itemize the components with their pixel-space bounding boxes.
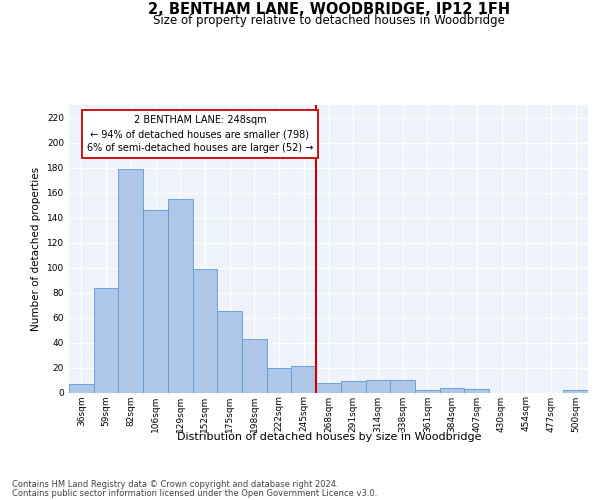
Text: Contains HM Land Registry data © Crown copyright and database right 2024.: Contains HM Land Registry data © Crown c… [12,480,338,489]
Bar [365,380,390,392]
Bar [217,311,242,392]
Bar [168,198,193,392]
Bar [94,288,118,393]
Bar [193,269,217,392]
Bar [464,389,489,392]
Bar [242,339,267,392]
Bar [563,390,588,392]
Text: Contains public sector information licensed under the Open Government Licence v3: Contains public sector information licen… [12,488,377,498]
Bar [143,210,168,392]
Bar [292,366,316,392]
Text: 2, BENTHAM LANE, WOODBRIDGE, IP12 1FH: 2, BENTHAM LANE, WOODBRIDGE, IP12 1FH [148,2,510,18]
Bar [267,368,292,392]
Text: Size of property relative to detached houses in Woodbridge: Size of property relative to detached ho… [153,14,505,27]
Y-axis label: Number of detached properties: Number of detached properties [31,166,41,331]
Bar [69,384,94,392]
Bar [415,390,440,392]
Bar [341,381,365,392]
Bar [390,380,415,392]
Bar [316,382,341,392]
Text: Distribution of detached houses by size in Woodbridge: Distribution of detached houses by size … [176,432,481,442]
Text: 2 BENTHAM LANE: 248sqm
← 94% of detached houses are smaller (798)
6% of semi-det: 2 BENTHAM LANE: 248sqm ← 94% of detached… [87,115,313,153]
Bar [440,388,464,392]
Bar [118,169,143,392]
